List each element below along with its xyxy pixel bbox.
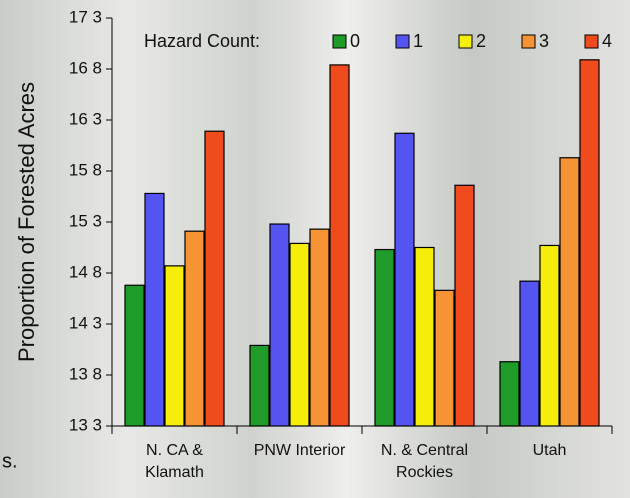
legend-label: 3: [539, 31, 549, 51]
bar: [145, 193, 164, 426]
bar: [500, 362, 519, 426]
legend-swatch: [459, 35, 472, 48]
bar: [310, 229, 329, 426]
legend-title: Hazard Count:: [144, 31, 260, 51]
bar: [540, 245, 559, 426]
y-tick-label: 15 3: [69, 211, 102, 230]
y-tick-label: 13 3: [69, 415, 102, 434]
bar: [455, 185, 474, 426]
bar: [395, 133, 414, 426]
page: Proportion of Forested Acres Hazard Coun…: [0, 0, 630, 498]
y-tick-label: 14 8: [69, 262, 102, 281]
bar: [580, 60, 599, 426]
y-tick-label: 15 8: [69, 160, 102, 179]
y-tick-label: 13 8: [69, 364, 102, 383]
legend-swatch: [333, 35, 346, 48]
legend-swatch: [522, 35, 535, 48]
bar: [185, 231, 204, 426]
bar: [520, 281, 539, 426]
bar: [125, 285, 144, 426]
bar: [435, 290, 454, 426]
bar: [290, 243, 309, 426]
legend-label: 2: [476, 31, 486, 51]
annotation: s.: [2, 450, 18, 472]
x-tick-label: Utah: [485, 440, 615, 462]
bar: [330, 65, 349, 426]
legend-swatch: [585, 35, 598, 48]
y-tick-label: 16 3: [69, 109, 102, 128]
x-tick-label: N. & Central Rockies: [360, 440, 490, 484]
y-tick-label: 17 3: [69, 7, 102, 26]
legend-swatch: [396, 35, 409, 48]
bar: [270, 224, 289, 426]
y-axis-label: Proportion of Forested Acres: [14, 82, 39, 362]
bar: [205, 131, 224, 426]
legend-label: 1: [413, 31, 423, 51]
bar: [560, 158, 579, 426]
y-tick-label: 14 3: [69, 313, 102, 332]
bar: [250, 345, 269, 426]
x-tick-label: PNW Interior: [235, 440, 365, 462]
y-tick-label: 16 8: [69, 58, 102, 77]
bar: [375, 250, 394, 426]
legend-label: 0: [350, 31, 360, 51]
legend-label: 4: [602, 31, 612, 51]
bar: [415, 248, 434, 427]
bar: [165, 266, 184, 426]
x-tick-label: N. CA & Klamath: [110, 440, 240, 484]
chart: Proportion of Forested Acres Hazard Coun…: [0, 0, 630, 498]
